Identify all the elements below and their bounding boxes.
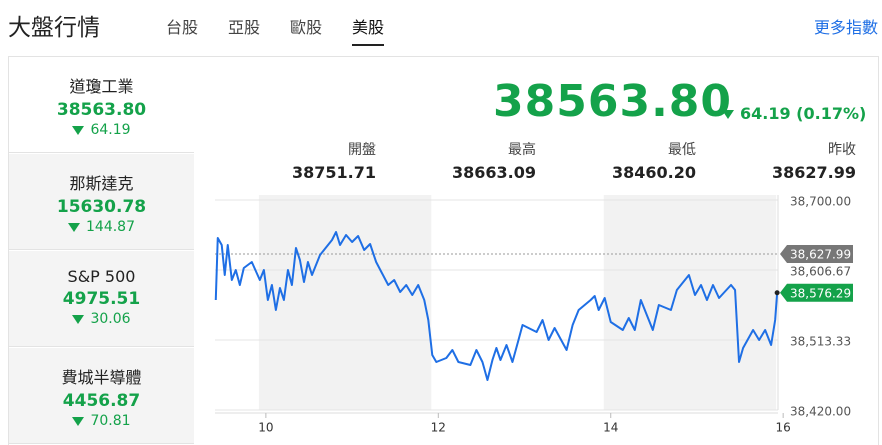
stat-value: 38663.09 bbox=[451, 163, 536, 182]
last-label: 38,576.29 bbox=[790, 286, 851, 300]
x-tick-label: 14 bbox=[603, 421, 618, 435]
index-item[interactable]: 那斯達克 15630.78 144.87 bbox=[9, 154, 194, 250]
tab[interactable]: 美股 bbox=[352, 14, 385, 46]
stat: 開盤 38751.71 bbox=[256, 139, 376, 182]
reference-tag bbox=[780, 245, 853, 264]
index-name: 費城半導體 bbox=[61, 368, 142, 387]
x-tick-label: 16 bbox=[776, 421, 791, 435]
y-tick-label: 38,700.00 bbox=[790, 195, 851, 209]
index-change: 64.19 bbox=[9, 122, 194, 138]
page-title: 大盤行情 bbox=[8, 15, 100, 41]
more-link[interactable]: 更多指數 bbox=[813, 18, 878, 37]
index-item[interactable]: S&P 500 4975.51 30.06 bbox=[9, 251, 194, 347]
y-tick-label: 38,513.33 bbox=[790, 335, 851, 349]
change-text: 144.87 bbox=[86, 219, 135, 235]
stat: 最低 38460.20 bbox=[576, 139, 696, 182]
index-change: 144.87 bbox=[9, 219, 194, 235]
index-item[interactable]: 費城半導體 4456.87 70.81 bbox=[9, 348, 194, 444]
index-name: 那斯達克 bbox=[69, 174, 134, 193]
down-arrow bbox=[722, 110, 734, 119]
stat-value: 38460.20 bbox=[611, 163, 696, 182]
stat: 最高 38663.09 bbox=[416, 139, 536, 182]
tab[interactable]: 亞股 bbox=[228, 18, 261, 37]
x-tick-label: 10 bbox=[258, 421, 273, 435]
stat-value: 38627.99 bbox=[771, 163, 856, 182]
stat-label: 昨收 bbox=[828, 142, 856, 158]
last-tag bbox=[780, 283, 853, 302]
change-text: 30.06 bbox=[90, 311, 131, 327]
index-change: 70.81 bbox=[9, 413, 194, 429]
index-value: 4456.87 bbox=[62, 391, 141, 411]
session-band bbox=[603, 195, 777, 410]
change-text: 64.19 (0.17%) bbox=[740, 104, 867, 123]
index-value: 38563.80 bbox=[56, 100, 147, 120]
stat-value: 38751.71 bbox=[291, 163, 376, 182]
reference-label: 38,627.99 bbox=[790, 248, 851, 262]
panel bbox=[8, 56, 879, 445]
index-change: 30.06 bbox=[9, 311, 194, 327]
stat-label: 最高 bbox=[508, 142, 536, 158]
last-point bbox=[774, 290, 780, 296]
price-line bbox=[214, 231, 779, 381]
tab[interactable]: 歐股 bbox=[290, 18, 323, 37]
change-text: 70.81 bbox=[90, 413, 131, 429]
down-arrow bbox=[72, 314, 85, 324]
tab[interactable]: 台股 bbox=[166, 18, 199, 37]
stat-label: 開盤 bbox=[348, 142, 376, 158]
stat: 昨收 38627.99 bbox=[736, 139, 856, 182]
x-tick-label: 12 bbox=[431, 421, 446, 435]
index-item[interactable]: 道瓊工業 38563.80 64.19 bbox=[9, 57, 194, 153]
session-band bbox=[258, 195, 432, 410]
y-tick-label: 38,606.67 bbox=[790, 264, 851, 278]
y-tick-label: 38,420.00 bbox=[790, 405, 851, 419]
down-arrow bbox=[72, 125, 85, 135]
down-arrow bbox=[72, 416, 85, 426]
index-name: S&P 500 bbox=[67, 267, 136, 286]
down-arrow bbox=[68, 222, 80, 232]
index-name: 道瓊工業 bbox=[69, 77, 134, 96]
index-value: 4975.51 bbox=[62, 289, 141, 309]
price: 38563.80 bbox=[493, 76, 733, 127]
change-text: 64.19 bbox=[90, 122, 131, 138]
stat-label: 最低 bbox=[668, 142, 696, 158]
price-change: 64.19 (0.17%) bbox=[722, 104, 866, 123]
index-value: 15630.78 bbox=[56, 197, 147, 217]
